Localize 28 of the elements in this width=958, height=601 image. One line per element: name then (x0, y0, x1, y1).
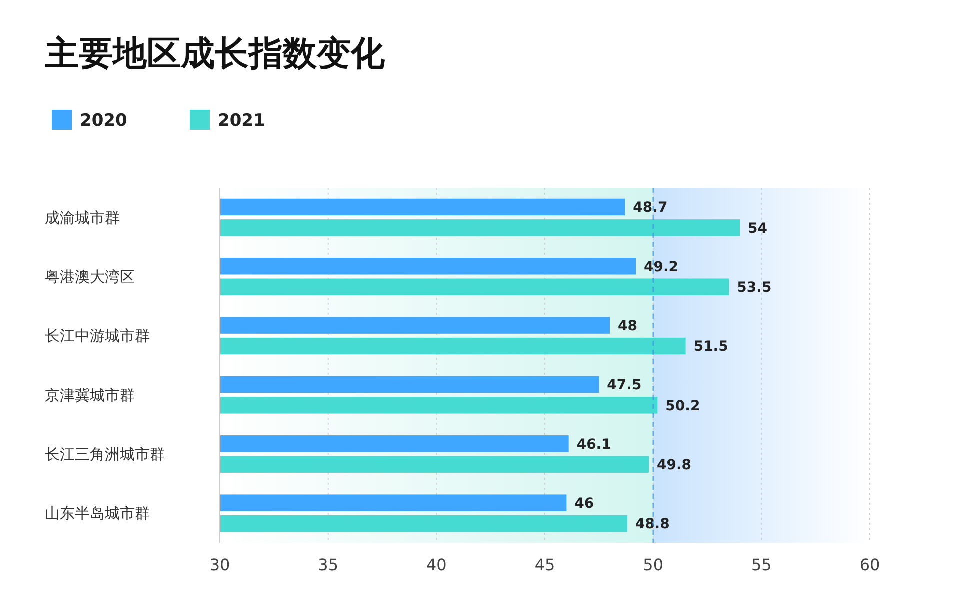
x-tick-label: 55 (751, 556, 772, 575)
data-label: 46 (574, 496, 594, 512)
data-label: 51.5 (694, 339, 728, 356)
x-tick-label: 50 (643, 556, 664, 575)
data-label: 48.7 (633, 200, 668, 216)
y-tick-label: 山东半岛城市群 (45, 504, 150, 523)
data-label: 53.5 (737, 280, 772, 296)
x-tick-label: 35 (318, 556, 339, 575)
chart-title: 主要地区成长指数变化 (44, 34, 386, 74)
x-tick-label: 45 (534, 556, 556, 575)
y-tick-label: 粤港澳大湾区 (45, 268, 135, 286)
data-label: 48.8 (635, 516, 670, 533)
y-tick-label: 长江中游城市群 (45, 327, 150, 346)
x-tick-label: 60 (860, 556, 880, 575)
data-label: 49.2 (644, 259, 679, 276)
data-label: 48 (618, 318, 638, 334)
data-label: 50.2 (666, 398, 700, 414)
data-label: 49.8 (657, 458, 692, 474)
y-tick-label: 长江三角洲城市群 (45, 446, 165, 464)
y-tick-label: 京津冀城市群 (45, 386, 135, 404)
legend-label: 2021 (218, 110, 266, 131)
data-label: 46.1 (576, 436, 612, 453)
x-tick-label: 40 (426, 556, 447, 575)
y-tick-label: 成渝城市群 (45, 208, 120, 227)
data-label: 54 (748, 220, 768, 237)
legend-label: 2020 (80, 110, 128, 131)
x-tick-label: 30 (210, 556, 230, 575)
data-label: 47.5 (607, 378, 642, 394)
